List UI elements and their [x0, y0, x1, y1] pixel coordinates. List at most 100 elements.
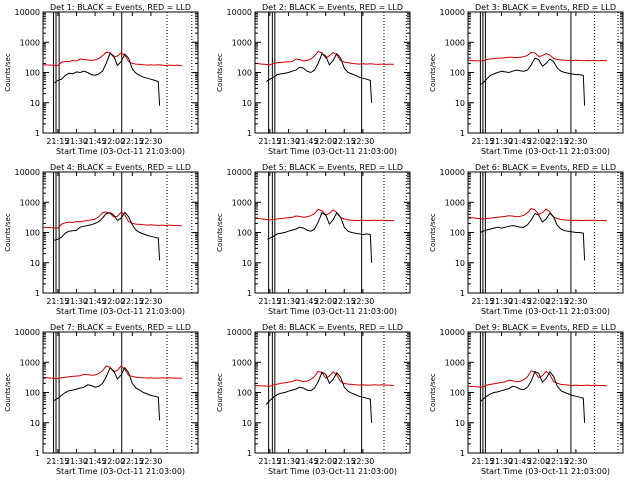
x-tick-label: 21:15	[258, 457, 281, 466]
series-line-lld	[43, 51, 182, 67]
y-tick-label: 100	[237, 389, 252, 398]
chart-title: Det 5: BLACK = Events, RED = LLD	[262, 163, 403, 172]
x-tick-label: 22:00	[527, 137, 550, 146]
y-tick-label: 10	[30, 259, 40, 268]
y-tick-label: 10000	[440, 8, 465, 17]
x-tick-label: 22:15	[121, 297, 144, 306]
y-tick-label: 1	[247, 289, 252, 298]
x-tick-label: 22:00	[527, 457, 550, 466]
x-axis-label: Start Time (03-Oct-11 21:03:00)	[481, 467, 610, 476]
x-tick-label: 21:15	[46, 457, 69, 466]
y-tick-label: 1000	[232, 38, 252, 47]
x-tick-label: 21:45	[84, 457, 107, 466]
x-tick-label: 21:30	[65, 137, 88, 146]
series-line-events	[53, 366, 161, 421]
series-line-events	[53, 52, 161, 106]
y-axis-label: Counts/sec	[4, 213, 12, 252]
x-tick-label: 22:30	[351, 457, 374, 466]
y-tick-label: 100	[25, 389, 40, 398]
series-line-lld	[255, 208, 394, 222]
y-tick-label: 100	[25, 69, 40, 78]
y-tick-label: 1	[35, 449, 40, 458]
chart-title: Det 9: BLACK = Events, RED = LLD	[475, 323, 616, 332]
x-tick-label: 21:30	[65, 457, 88, 466]
x-tick-label: 22:00	[314, 457, 337, 466]
y-axis-label: Counts/sec	[429, 373, 437, 412]
y-tick-label: 100	[237, 69, 252, 78]
x-axis-label: Start Time (03-Oct-11 21:03:00)	[56, 467, 185, 476]
chart-title: Det 6: BLACK = Events, RED = LLD	[475, 163, 616, 172]
y-tick-label: 100	[25, 229, 40, 238]
x-tick-label: 22:15	[333, 297, 356, 306]
y-tick-label: 10	[455, 99, 465, 108]
x-tick-label: 21:15	[258, 137, 281, 146]
plot-area	[43, 172, 193, 293]
x-tick-label: 21:30	[490, 137, 513, 146]
series-line-lld	[43, 365, 182, 380]
x-tick-label: 22:15	[546, 457, 569, 466]
x-axis-label: Start Time (03-Oct-11 21:03:00)	[481, 307, 610, 316]
x-tick-label: 22:00	[314, 297, 337, 306]
y-tick-label: 1000	[20, 38, 40, 47]
x-tick-label: 21:45	[84, 137, 107, 146]
y-tick-label: 1000	[445, 198, 465, 207]
y-tick-label: 10000	[440, 328, 465, 337]
series-line-lld	[468, 207, 607, 222]
y-tick-label: 10000	[227, 8, 252, 17]
x-tick-label: 22:00	[314, 137, 337, 146]
y-tick-label: 1000	[20, 198, 40, 207]
y-tick-label: 10	[30, 99, 40, 108]
x-axis-label: Start Time (03-Oct-11 21:03:00)	[268, 467, 397, 476]
series-line-events	[265, 52, 373, 103]
y-tick-label: 10000	[440, 168, 465, 177]
x-tick-label: 22:15	[333, 457, 356, 466]
series-line-events	[265, 371, 373, 423]
y-tick-label: 10000	[15, 8, 40, 17]
x-tick-label: 21:15	[471, 457, 494, 466]
y-tick-label: 1	[460, 129, 465, 138]
series-line-lld	[468, 51, 607, 62]
x-tick-label: 21:45	[509, 297, 532, 306]
y-tick-label: 1	[460, 289, 465, 298]
series-line-lld	[43, 211, 182, 229]
x-tick-label: 22:00	[102, 137, 125, 146]
y-tick-label: 1000	[445, 38, 465, 47]
x-tick-label: 21:30	[277, 457, 300, 466]
x-tick-label: 22:15	[121, 137, 144, 146]
y-tick-label: 1000	[20, 358, 40, 367]
x-tick-label: 22:00	[102, 457, 125, 466]
series-line-events	[267, 211, 373, 263]
x-tick-label: 21:15	[46, 137, 69, 146]
x-tick-label: 21:30	[65, 297, 88, 306]
x-tick-label: 22:00	[527, 297, 550, 306]
x-axis-label: Start Time (03-Oct-11 21:03:00)	[268, 147, 397, 156]
chart-title: Det 7: BLACK = Events, RED = LLD	[50, 323, 191, 332]
y-axis-label: Counts/sec	[4, 53, 12, 92]
plot-area	[43, 12, 193, 133]
y-axis-label: Counts/sec	[429, 53, 437, 92]
y-axis-label: Counts/sec	[216, 53, 224, 92]
x-tick-label: 21:45	[509, 457, 532, 466]
x-tick-label: 22:30	[351, 137, 374, 146]
chart-title: Det 1: BLACK = Events, RED = LLD	[50, 3, 191, 12]
x-axis-label: Start Time (03-Oct-11 21:03:00)	[56, 147, 185, 156]
chart-title: Det 3: BLACK = Events, RED = LLD	[475, 3, 616, 12]
x-tick-label: 21:45	[84, 297, 107, 306]
x-tick-label: 22:15	[333, 137, 356, 146]
x-tick-label: 21:45	[509, 137, 532, 146]
series-line-events	[480, 57, 586, 106]
series-line-events	[54, 211, 161, 261]
y-tick-label: 10000	[227, 168, 252, 177]
x-tick-label: 21:30	[277, 297, 300, 306]
x-tick-label: 21:30	[490, 297, 513, 306]
x-tick-label: 21:45	[296, 297, 319, 306]
